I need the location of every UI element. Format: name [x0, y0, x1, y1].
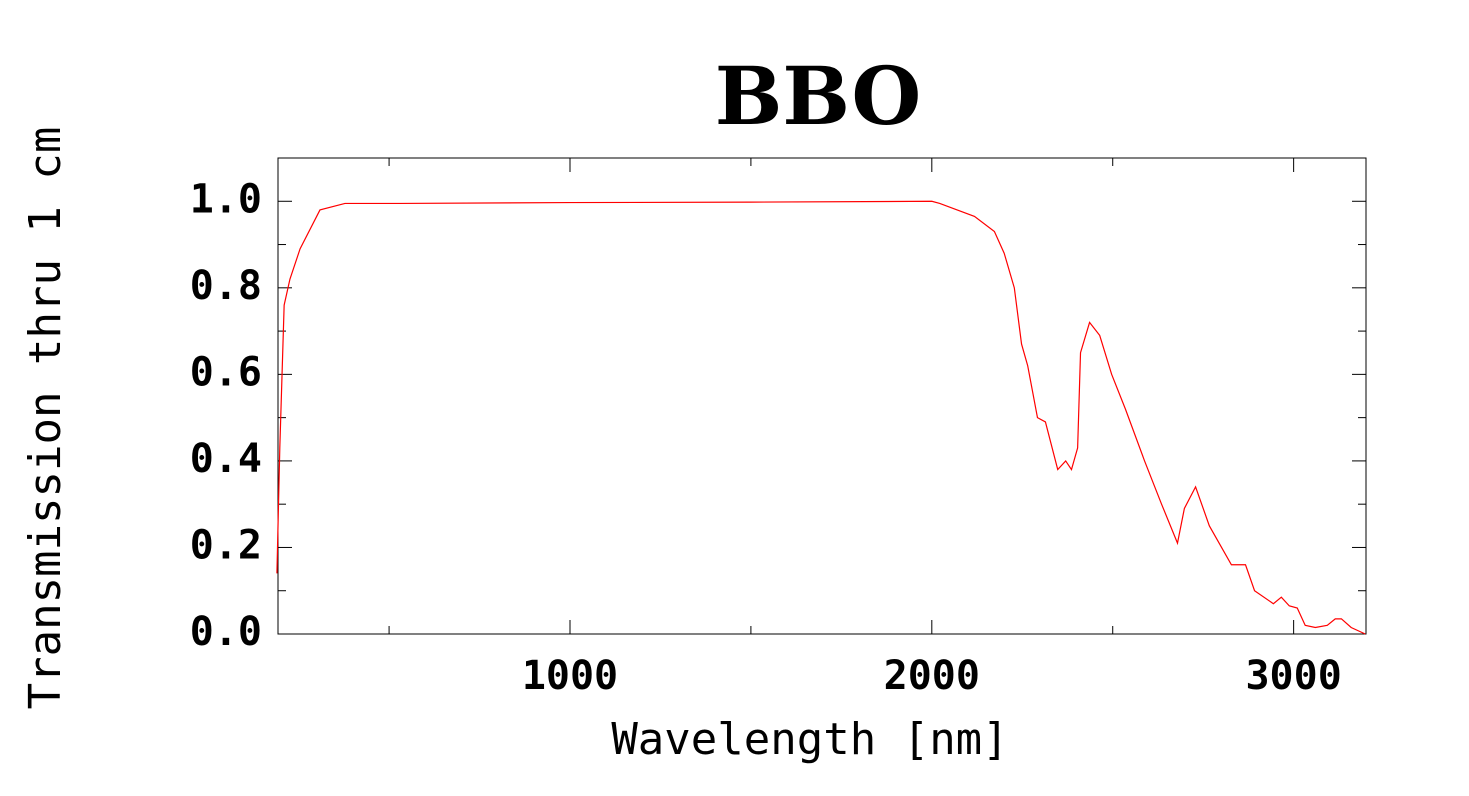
x-axis-label: Wavelength [nm] [611, 714, 1008, 765]
x-tick-label: 1000 [522, 653, 618, 699]
chart-title: BBO [715, 49, 921, 143]
y-tick-label: 0.4 [190, 436, 262, 482]
x-tick-label: 3000 [1245, 653, 1341, 699]
x-tick-label: 2000 [884, 653, 980, 699]
y-axis-label: Transmission thru 1 cm [20, 127, 71, 710]
y-tick-label: 1.0 [190, 176, 262, 222]
y-tick-label: 0.0 [190, 609, 262, 655]
y-tick-label: 0.8 [190, 263, 262, 309]
data-line [276, 200, 1366, 635]
y-tick-label: 0.2 [190, 522, 262, 568]
y-tick-label: 0.6 [190, 349, 262, 395]
plot-frame [277, 157, 1367, 635]
